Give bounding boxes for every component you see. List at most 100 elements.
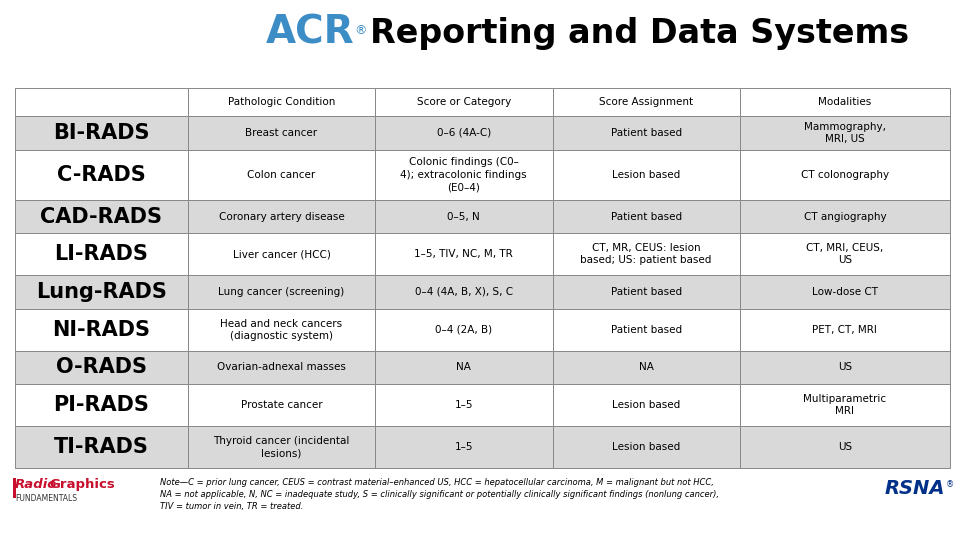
Text: Graphics: Graphics [49, 478, 115, 491]
Text: FUNDAMENTALS: FUNDAMENTALS [15, 494, 77, 503]
Bar [739, 116, 950, 150]
Bar [188, 116, 375, 150]
Bar [375, 233, 553, 275]
Text: LI-RADS: LI-RADS [55, 244, 149, 264]
Text: Colon cancer: Colon cancer [248, 170, 316, 180]
Text: 1–5, TIV, NC, M, TR: 1–5, TIV, NC, M, TR [415, 249, 514, 259]
Bar [188, 350, 375, 384]
Text: Radio: Radio [15, 478, 58, 491]
Bar [188, 150, 375, 200]
Bar [188, 200, 375, 233]
Bar [375, 88, 553, 116]
Bar [739, 233, 950, 275]
Bar [15, 150, 188, 200]
Text: 0–5, N: 0–5, N [447, 212, 480, 221]
Bar [739, 350, 950, 384]
Text: Thyroid cancer (incidental
lesions): Thyroid cancer (incidental lesions) [213, 436, 349, 458]
Text: RSNA: RSNA [884, 478, 945, 497]
Bar [375, 426, 553, 468]
Text: Lung-RADS: Lung-RADS [36, 282, 167, 302]
Bar [15, 309, 188, 350]
Bar [739, 426, 950, 468]
Bar [553, 88, 739, 116]
Text: 0–6 (4A-C): 0–6 (4A-C) [437, 128, 491, 138]
Text: Patient based: Patient based [611, 287, 682, 297]
Text: CAD-RADS: CAD-RADS [40, 207, 162, 227]
Text: C-RADS: C-RADS [57, 165, 146, 185]
Bar [15, 116, 188, 150]
Text: CT angiography: CT angiography [804, 212, 886, 221]
Text: CT, MRI, CEUS,
US: CT, MRI, CEUS, US [806, 243, 883, 266]
Bar [15, 350, 188, 384]
Text: ACR: ACR [266, 13, 354, 51]
Bar [375, 350, 553, 384]
Text: NA: NA [456, 362, 471, 373]
Text: 0–4 (4A, B, X), S, C: 0–4 (4A, B, X), S, C [415, 287, 513, 297]
Bar [739, 150, 950, 200]
Text: CT, MR, CEUS: lesion
based; US: patient based: CT, MR, CEUS: lesion based; US: patient … [581, 243, 711, 266]
Text: Multiparametric
MRI: Multiparametric MRI [804, 394, 886, 416]
Text: Lesion based: Lesion based [612, 170, 681, 180]
Bar [375, 384, 553, 426]
Text: Low-dose CT: Low-dose CT [812, 287, 877, 297]
Text: PET, CT, MRI: PET, CT, MRI [812, 325, 877, 335]
Bar [188, 426, 375, 468]
Bar [15, 426, 188, 468]
Text: Patient based: Patient based [611, 212, 682, 221]
Text: Reporting and Data Systems: Reporting and Data Systems [370, 17, 909, 50]
Bar [553, 116, 739, 150]
Bar [553, 309, 739, 350]
Text: PI-RADS: PI-RADS [54, 395, 150, 415]
Text: Mammography,
MRI, US: Mammography, MRI, US [804, 122, 886, 144]
Bar [15, 384, 188, 426]
Bar [553, 426, 739, 468]
Bar [15, 275, 188, 309]
Bar [13, 478, 16, 498]
Text: Coronary artery disease: Coronary artery disease [219, 212, 345, 221]
Bar [375, 275, 553, 309]
Bar [553, 350, 739, 384]
Text: ®: ® [946, 480, 954, 489]
Bar [15, 200, 188, 233]
Text: Lesion based: Lesion based [612, 400, 681, 410]
Bar [188, 309, 375, 350]
Bar [188, 275, 375, 309]
Text: 0–4 (2A, B): 0–4 (2A, B) [435, 325, 492, 335]
Text: NA: NA [638, 362, 654, 373]
Text: Patient based: Patient based [611, 128, 682, 138]
Bar [375, 116, 553, 150]
Text: Prostate cancer: Prostate cancer [241, 400, 323, 410]
Bar [739, 88, 950, 116]
Bar [553, 150, 739, 200]
Text: Colonic findings (C0–
4); extracolonic findings
(E0–4): Colonic findings (C0– 4); extracolonic f… [400, 157, 527, 192]
Bar [375, 200, 553, 233]
Bar [553, 384, 739, 426]
Bar [739, 200, 950, 233]
Bar [15, 233, 188, 275]
Text: Patient based: Patient based [611, 325, 682, 335]
Bar [739, 275, 950, 309]
Text: BI-RADS: BI-RADS [53, 123, 150, 143]
Text: CT colonography: CT colonography [801, 170, 889, 180]
Bar [553, 233, 739, 275]
Text: NI-RADS: NI-RADS [53, 320, 151, 340]
Bar [739, 309, 950, 350]
Text: US: US [838, 442, 852, 452]
Bar [188, 384, 375, 426]
Text: Liver cancer (HCC): Liver cancer (HCC) [232, 249, 330, 259]
Text: O-RADS: O-RADS [56, 357, 147, 377]
Text: Ovarian-adnexal masses: Ovarian-adnexal masses [217, 362, 346, 373]
Text: TI-RADS: TI-RADS [54, 437, 149, 457]
Text: Head and neck cancers
(diagnostic system): Head and neck cancers (diagnostic system… [221, 319, 343, 341]
Text: Modalities: Modalities [818, 97, 872, 107]
Bar [553, 275, 739, 309]
Bar [553, 200, 739, 233]
Text: Breast cancer: Breast cancer [246, 128, 318, 138]
Bar [739, 384, 950, 426]
Text: Score Assignment: Score Assignment [599, 97, 693, 107]
Text: Note—C = prior lung cancer, CEUS = contrast material–enhanced US, HCC = hepatoce: Note—C = prior lung cancer, CEUS = contr… [160, 478, 719, 511]
Bar [15, 88, 188, 116]
Text: 1–5: 1–5 [454, 400, 473, 410]
Text: Pathologic Condition: Pathologic Condition [228, 97, 335, 107]
Bar [188, 88, 375, 116]
